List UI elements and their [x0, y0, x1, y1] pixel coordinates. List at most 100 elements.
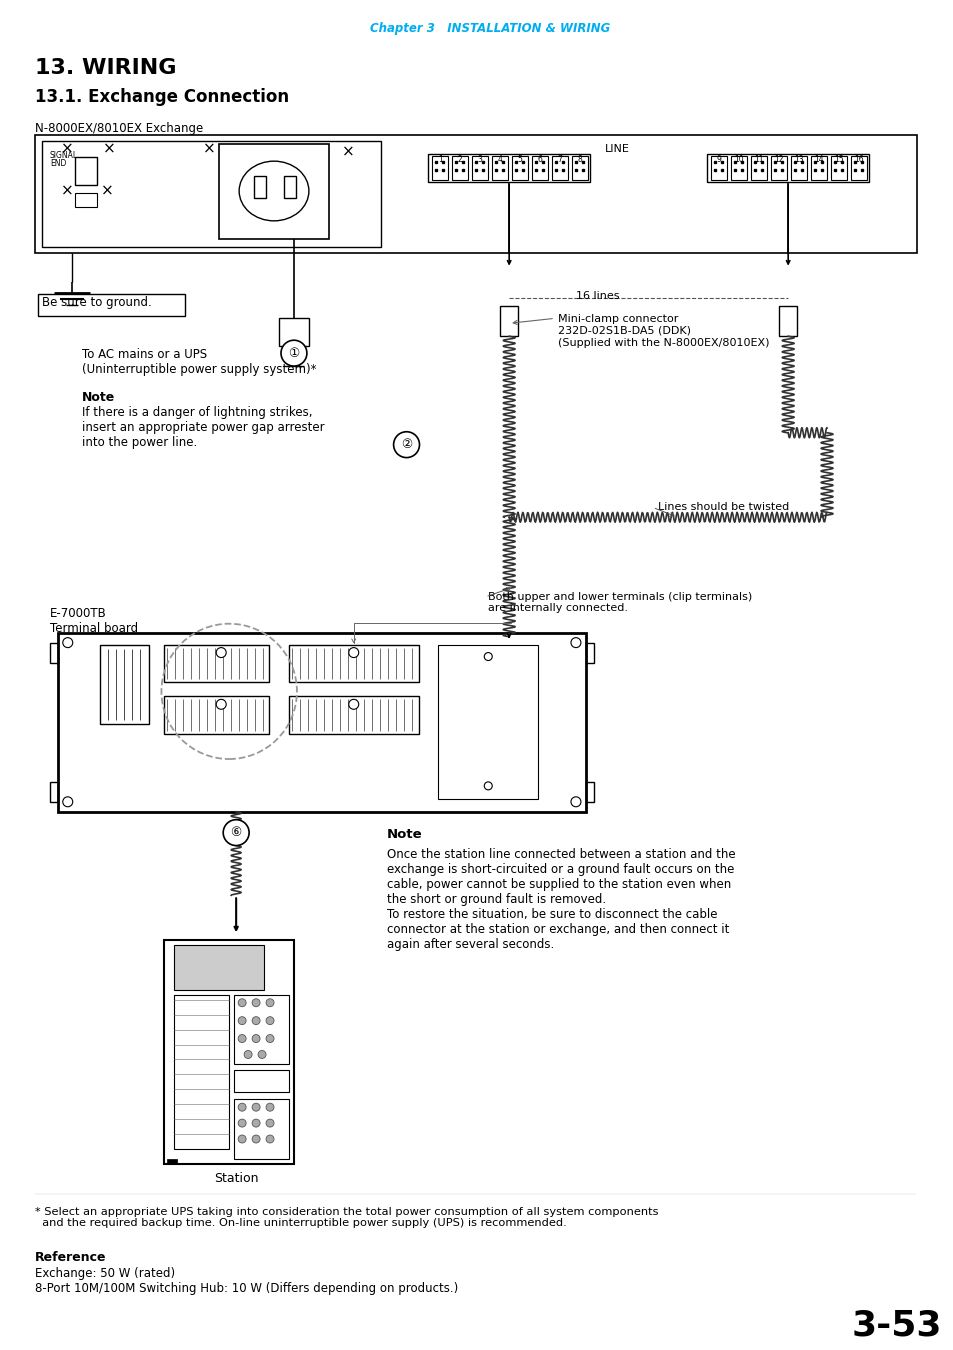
Text: Station: Station: [213, 1172, 258, 1185]
Circle shape: [238, 1119, 246, 1127]
Bar: [552, 157, 567, 180]
Circle shape: [266, 1135, 274, 1143]
Circle shape: [252, 1119, 260, 1127]
Circle shape: [394, 432, 419, 458]
Text: LINE: LINE: [605, 144, 630, 154]
Text: 16 lines: 16 lines: [576, 292, 618, 301]
Text: SIGNAL: SIGNAL: [50, 151, 78, 161]
Circle shape: [258, 1050, 266, 1058]
Text: * Select an appropriate UPS taking into consideration the total power consumptio: * Select an appropriate UPS taking into …: [35, 1207, 658, 1228]
Circle shape: [216, 648, 226, 657]
Circle shape: [63, 796, 72, 807]
Text: Once the station line connected between a station and the
exchange is short-circ: Once the station line connected between …: [386, 848, 735, 950]
Bar: [711, 157, 726, 180]
Bar: [99, 644, 150, 724]
Text: E-7000TB
Terminal board: E-7000TB Terminal board: [50, 606, 138, 634]
Circle shape: [252, 1034, 260, 1042]
Text: ×: ×: [342, 144, 355, 159]
Text: 12: 12: [774, 155, 783, 165]
Text: N-8000EX/8010EX Exchange: N-8000EX/8010EX Exchange: [35, 123, 203, 135]
Bar: [452, 157, 468, 180]
Text: ×: ×: [61, 184, 74, 198]
Text: 7: 7: [557, 155, 562, 165]
Circle shape: [266, 1103, 274, 1111]
Bar: [167, 1158, 177, 1162]
Circle shape: [266, 1034, 274, 1042]
Bar: [585, 643, 594, 663]
Text: 8: 8: [577, 155, 581, 165]
Bar: [233, 1071, 289, 1092]
Bar: [532, 157, 547, 180]
Text: 14: 14: [814, 155, 823, 165]
Bar: [233, 995, 289, 1064]
Bar: [253, 176, 266, 198]
Text: 4: 4: [497, 155, 502, 165]
Text: Be sure to ground.: Be sure to ground.: [42, 297, 152, 309]
Circle shape: [349, 699, 358, 709]
Bar: [572, 157, 587, 180]
Text: 11: 11: [754, 155, 763, 165]
Bar: [751, 157, 766, 180]
Text: Note: Note: [82, 392, 115, 404]
Text: 5: 5: [517, 155, 522, 165]
Circle shape: [216, 699, 226, 709]
Text: Both upper and lower terminals (clip terminals)
are internally connected.: Both upper and lower terminals (clip ter…: [488, 591, 752, 613]
Text: ×: ×: [103, 142, 116, 157]
Bar: [289, 697, 418, 734]
Circle shape: [484, 652, 492, 660]
Bar: [790, 157, 806, 180]
Bar: [850, 157, 866, 180]
Circle shape: [238, 1034, 246, 1042]
Circle shape: [252, 1017, 260, 1025]
Circle shape: [266, 999, 274, 1007]
Bar: [278, 319, 309, 346]
Circle shape: [238, 1017, 246, 1025]
Text: ×: ×: [203, 142, 215, 157]
Bar: [35, 135, 916, 252]
Bar: [219, 144, 329, 239]
Circle shape: [484, 782, 492, 790]
Text: ⑥: ⑥: [231, 826, 241, 840]
Bar: [731, 157, 746, 180]
Circle shape: [238, 999, 246, 1007]
Bar: [428, 154, 589, 182]
Text: Exchange: 50 W (rated)
8-Port 10M/100M Switching Hub: 10 W (Differs depending on: Exchange: 50 W (rated) 8-Port 10M/100M S…: [35, 1268, 457, 1296]
Bar: [499, 306, 517, 336]
Bar: [164, 644, 269, 682]
Text: Chapter 3   INSTALLATION & WIRING: Chapter 3 INSTALLATION & WIRING: [369, 22, 609, 35]
Circle shape: [570, 796, 580, 807]
Bar: [284, 176, 295, 198]
Text: 3: 3: [477, 155, 482, 165]
Bar: [233, 1099, 289, 1158]
Text: 1: 1: [437, 155, 442, 165]
Circle shape: [252, 1103, 260, 1111]
Bar: [830, 157, 846, 180]
Text: 9: 9: [717, 155, 721, 165]
Bar: [512, 157, 528, 180]
Text: 3-53: 3-53: [851, 1308, 941, 1342]
Bar: [438, 644, 537, 799]
Circle shape: [238, 1103, 246, 1111]
Text: 15: 15: [833, 155, 842, 165]
Bar: [164, 697, 269, 734]
Bar: [707, 154, 868, 182]
Bar: [174, 995, 229, 1149]
Text: Mini-clamp connector
232D-02S1B-DA5 (DDK)
(Supplied with the N-8000EX/8010EX): Mini-clamp connector 232D-02S1B-DA5 (DDK…: [558, 315, 769, 347]
Bar: [38, 294, 185, 316]
Text: If there is a danger of lightning strikes,
insert an appropriate power gap arres: If there is a danger of lightning strike…: [82, 406, 324, 448]
Circle shape: [570, 637, 580, 648]
Text: 2: 2: [457, 155, 462, 165]
Bar: [58, 633, 585, 811]
Bar: [174, 945, 264, 990]
Text: ×: ×: [61, 142, 74, 157]
Text: END: END: [50, 159, 66, 169]
Text: Note: Note: [386, 828, 422, 841]
Text: 13.1. Exchange Connection: 13.1. Exchange Connection: [35, 88, 289, 105]
Bar: [770, 157, 786, 180]
Circle shape: [349, 648, 358, 657]
Text: Reference: Reference: [35, 1251, 107, 1265]
Circle shape: [266, 1017, 274, 1025]
Circle shape: [223, 819, 249, 845]
Bar: [164, 940, 294, 1164]
Text: ×: ×: [101, 184, 113, 198]
